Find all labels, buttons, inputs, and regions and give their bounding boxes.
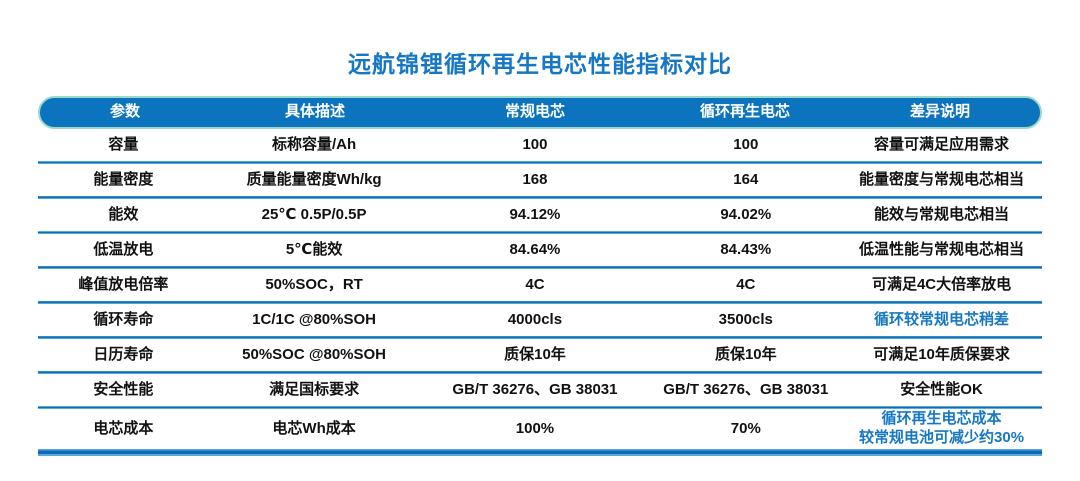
recycled-cell: GB/T 36276、GB 38031 xyxy=(663,380,829,398)
table-row: 循环寿命 1C/1C @80%SOH 4000cls 3500cls 循环较常规… xyxy=(38,304,1042,336)
table-row: 容量 标称容量/Ah 100 100 容量可满足应用需求 xyxy=(38,129,1042,161)
row-divider xyxy=(38,266,1042,269)
table-row: 峰值放电倍率 50%SOC，RT 4C 4C 可满足4C大倍率放电 xyxy=(38,269,1042,301)
regular-cell: 4C xyxy=(525,275,545,293)
column-header-regular: 常规电芯 xyxy=(504,103,565,121)
row-divider xyxy=(38,406,1042,409)
diff-cell: 安全性能OK xyxy=(900,380,983,398)
recycled-cell: 3500cls xyxy=(718,310,773,328)
column-header-recycled: 循环再生电芯 xyxy=(699,103,790,121)
regular-cell: 94.12% xyxy=(509,205,561,223)
column-header-param: 参数 xyxy=(109,103,140,121)
regular-cell: GB/T 36276、GB 38031 xyxy=(452,380,618,398)
recycled-cell: 质保10年 xyxy=(714,345,777,363)
param-cell: 峰值放电倍率 xyxy=(78,275,169,293)
param-cell: 电芯成本 xyxy=(93,419,154,437)
desc-cell: 25℃ 0.5P/0.5P xyxy=(261,205,367,223)
column-header-desc: 具体描述 xyxy=(284,103,345,121)
desc-cell: 50%SOC @80%SOH xyxy=(242,345,387,363)
recycled-cell: 100 xyxy=(733,135,759,153)
diff-cell: 可满足4C大倍率放电 xyxy=(871,275,1012,293)
desc-cell: 50%SOC，RT xyxy=(265,275,363,293)
param-cell: 安全性能 xyxy=(93,380,154,398)
param-cell: 能量密度 xyxy=(93,170,154,188)
param-cell: 能效 xyxy=(108,205,139,223)
row-divider xyxy=(38,301,1042,304)
table-row: 低温放电 5℃能效 84.64% 84.43% 低温性能与常规电芯相当 xyxy=(38,234,1042,266)
row-divider xyxy=(38,336,1042,339)
table-row: 能量密度 质量能量密度Wh/kg 168 164 能量密度与常规电芯相当 xyxy=(38,164,1042,196)
diff-cell: 循环再生电芯成本 较常规电池可减少约30% xyxy=(859,410,1025,446)
regular-cell: 168 xyxy=(522,170,548,188)
desc-cell: 电芯Wh成本 xyxy=(272,419,356,437)
diff-cell: 容量可满足应用需求 xyxy=(874,135,1010,153)
table-header: 参数 具体描述 常规电芯 循环再生电芯 差异说明 xyxy=(38,96,1042,129)
param-cell: 日历寿命 xyxy=(93,345,154,363)
recycled-cell: 4C xyxy=(736,275,756,293)
regular-cell: 84.64% xyxy=(509,240,561,258)
regular-cell: 100 xyxy=(522,135,548,153)
row-divider xyxy=(38,161,1042,164)
param-cell: 低温放电 xyxy=(93,240,154,258)
regular-cell: 质保10年 xyxy=(504,345,566,363)
diff-cell: 循环较常规电芯稍差 xyxy=(874,310,1010,328)
desc-cell: 质量能量密度Wh/kg xyxy=(246,170,382,188)
param-cell: 容量 xyxy=(108,135,139,153)
recycled-cell: 70% xyxy=(730,419,761,437)
row-divider xyxy=(38,196,1042,199)
regular-cell: 4000cls xyxy=(507,310,563,328)
table-row: 电芯成本 电芯Wh成本 100% 70% 循环再生电芯成本 较常规电池可减少约3… xyxy=(38,409,1042,449)
page-title: 远航锦锂循环再生电芯性能指标对比 xyxy=(348,51,732,77)
table-row: 日历寿命 50%SOC @80%SOH 质保10年 质保10年 可满足10年质保… xyxy=(38,339,1042,371)
desc-cell: 满足国标要求 xyxy=(269,380,360,398)
column-header-diff: 差异说明 xyxy=(909,103,970,121)
diff-cell: 可满足10年质保要求 xyxy=(873,345,1010,363)
desc-cell: 标称容量/Ah xyxy=(272,135,357,153)
diff-cell: 低温性能与常规电芯相当 xyxy=(859,240,1025,258)
recycled-cell: 164 xyxy=(733,170,759,188)
table-row: 安全性能 满足国标要求 GB/T 36276、GB 38031 GB/T 362… xyxy=(38,374,1042,406)
desc-cell: 1C/1C @80%SOH xyxy=(252,310,376,328)
regular-cell: 100% xyxy=(515,419,555,437)
recycled-cell: 84.43% xyxy=(720,240,772,258)
comparison-table: 参数 具体描述 常规电芯 循环再生电芯 差异说明 容量 标称容量/Ah 100 … xyxy=(38,96,1042,456)
row-divider xyxy=(38,231,1042,234)
diff-cell: 能效与常规电芯相当 xyxy=(874,205,1010,223)
param-cell: 循环寿命 xyxy=(93,310,154,328)
recycled-cell: 94.02% xyxy=(720,205,772,223)
diff-cell: 能量密度与常规电芯相当 xyxy=(859,170,1025,188)
desc-cell: 5℃能效 xyxy=(285,240,343,258)
table-row: 能效 25℃ 0.5P/0.5P 94.12% 94.02% 能效与常规电芯相当 xyxy=(38,199,1042,231)
table-bottom-border xyxy=(38,449,1042,456)
row-divider xyxy=(38,371,1042,374)
